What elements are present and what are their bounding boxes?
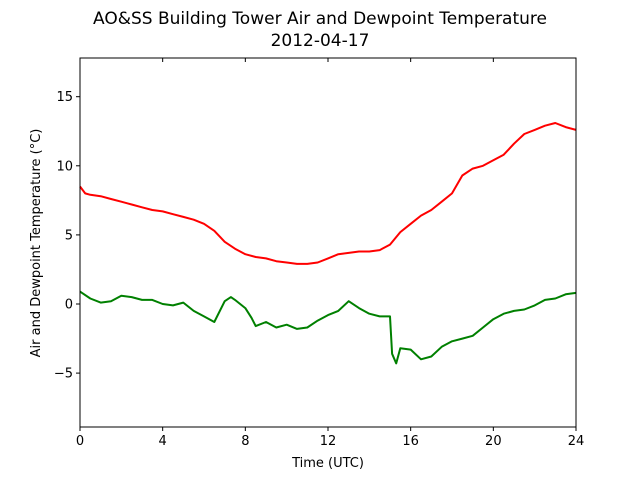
chart-subtitle: 2012-04-17 [271, 31, 370, 51]
x-tick-label: 12 [320, 434, 337, 449]
tick-layer: 0 4 8 12 16 20 24 −5 0 5 10 15 [54, 58, 584, 449]
series-line-1 [79, 122, 577, 265]
y-tick-label: 15 [56, 90, 73, 105]
plot-frame [79, 57, 577, 428]
x-tick-label: 0 [76, 434, 84, 449]
y-axis-label: Air and Dewpoint Temperature (°C) [29, 129, 44, 358]
series-layer [79, 122, 577, 365]
y-tick-label: 5 [65, 228, 73, 243]
chart-title: AO&SS Building Tower Air and Dewpoint Te… [93, 9, 547, 29]
x-tick-label: 4 [159, 434, 167, 449]
x-axis-label: Time (UTC) [291, 456, 364, 471]
series-line-2 [79, 290, 577, 365]
x-tick-label: 8 [241, 434, 249, 449]
y-tick-label: 0 [65, 298, 73, 313]
x-tick-label: 24 [568, 434, 585, 449]
y-tick-label: 10 [56, 159, 73, 174]
y-tick-label: −5 [54, 367, 73, 382]
x-tick-label: 16 [402, 434, 419, 449]
x-tick-label: 20 [485, 434, 502, 449]
